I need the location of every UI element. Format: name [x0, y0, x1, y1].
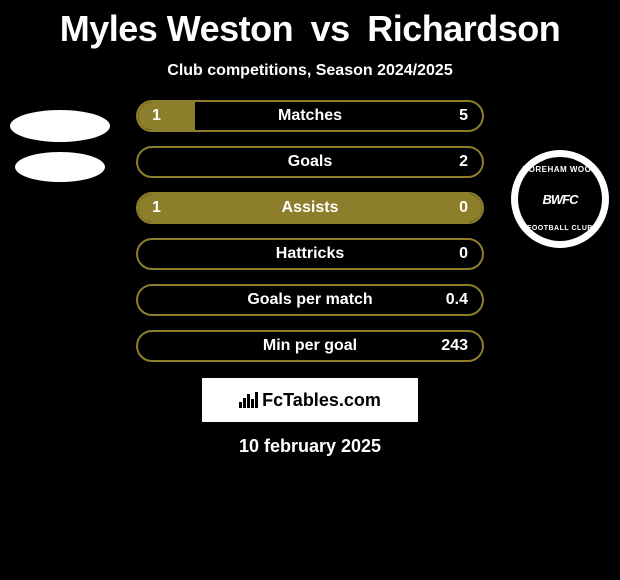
- club-badge-top-text: BOREHAM WOOD: [522, 166, 597, 174]
- stat-label: Hattricks: [276, 245, 344, 263]
- stat-left-value: 1: [152, 199, 161, 217]
- stat-label: Goals per match: [247, 291, 372, 309]
- stat-right-value: 5: [459, 107, 468, 125]
- club-badge-mono: BWFC: [543, 193, 578, 206]
- right-badges: BOREHAM WOOD BWFC FOOTBALL CLUB: [500, 150, 620, 248]
- stat-bar: 1 Matches 5: [136, 100, 484, 132]
- stat-right-value: 243: [441, 337, 468, 355]
- stat-label: Min per goal: [263, 337, 357, 355]
- comparison-row: 1 Matches 5 Goals 2 1 Assists 0 Hattricks 0 Goals …: [0, 100, 620, 362]
- club-badge-bottom-text: FOOTBALL CLUB: [527, 225, 593, 232]
- stat-right-value: 2: [459, 153, 468, 171]
- stat-bar: 1 Assists 0: [136, 192, 484, 224]
- stat-right-value: 0.4: [446, 291, 468, 309]
- subtitle: Club competitions, Season 2024/2025: [167, 62, 452, 80]
- stat-label: Assists: [282, 199, 339, 217]
- club-badge: BOREHAM WOOD BWFC FOOTBALL CLUB: [511, 150, 609, 248]
- player1-badge-placeholder-2: [15, 152, 105, 182]
- left-badges: [0, 110, 120, 182]
- player2-name: Richardson: [367, 8, 560, 49]
- stat-bar: Hattricks 0: [136, 238, 484, 270]
- stat-bar: Goals per match 0.4: [136, 284, 484, 316]
- stat-right-value: 0: [459, 199, 468, 217]
- stat-label: Matches: [278, 107, 342, 125]
- player1-badge-placeholder: [10, 110, 110, 142]
- stat-label: Goals: [288, 153, 332, 171]
- club-badge-inner: BOREHAM WOOD BWFC FOOTBALL CLUB: [518, 157, 602, 241]
- vs-label: vs: [311, 8, 350, 49]
- brand-text: FcTables.com: [262, 390, 381, 411]
- stat-fill: [138, 102, 195, 130]
- stat-bar: Min per goal 243: [136, 330, 484, 362]
- stat-bar: Goals 2: [136, 146, 484, 178]
- page-title: Myles Weston vs Richardson: [60, 8, 561, 50]
- stat-left-value: 1: [152, 107, 161, 125]
- bars-icon: [239, 392, 258, 408]
- player1-name: Myles Weston: [60, 8, 293, 49]
- stats-list: 1 Matches 5 Goals 2 1 Assists 0 Hattricks 0 Goals …: [136, 100, 484, 362]
- footer-date: 10 february 2025: [239, 436, 381, 457]
- stat-right-value: 0: [459, 245, 468, 263]
- brand-badge[interactable]: FcTables.com: [202, 378, 418, 422]
